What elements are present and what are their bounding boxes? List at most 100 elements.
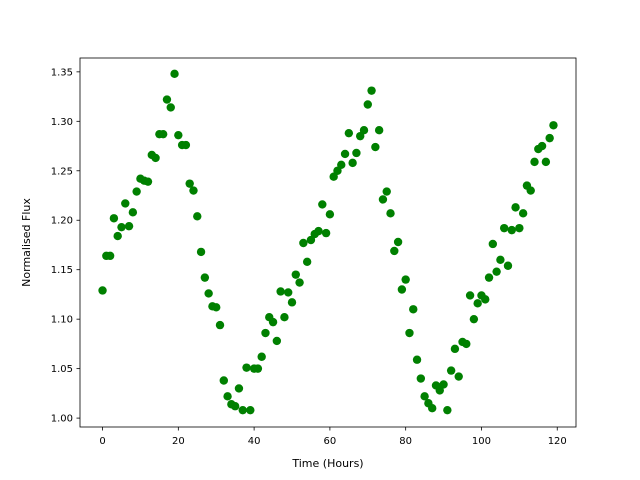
point (314, 226, 323, 236)
point (189, 186, 198, 195)
point (378, 195, 388, 204)
y-tick-label: 1.05 (51, 364, 73, 375)
point (124, 221, 134, 231)
point (257, 352, 266, 361)
point (223, 392, 232, 401)
point (462, 339, 471, 349)
point (515, 223, 524, 233)
x-tick-label: 80 (399, 436, 412, 447)
point (158, 129, 168, 139)
point (537, 141, 547, 151)
point (280, 312, 289, 322)
point (276, 287, 285, 296)
point (367, 86, 376, 95)
point (386, 209, 395, 218)
point (302, 257, 312, 266)
point (128, 208, 138, 217)
point (193, 212, 202, 221)
point (284, 288, 293, 297)
point (409, 305, 418, 314)
point (212, 303, 221, 312)
point (420, 392, 429, 401)
x-tick-label: 20 (172, 436, 185, 447)
point (450, 344, 460, 354)
point (246, 405, 255, 415)
point (321, 228, 331, 238)
point (337, 160, 346, 170)
point (215, 320, 225, 330)
point (511, 203, 520, 212)
point (530, 157, 539, 167)
point (287, 298, 297, 307)
point (181, 140, 191, 150)
y-tick-label: 1.00 (51, 414, 73, 425)
point (242, 363, 251, 372)
point (170, 69, 179, 79)
point (412, 355, 422, 364)
point (272, 336, 282, 346)
point (230, 402, 240, 411)
point (545, 133, 554, 143)
y-tick-label: 1.35 (51, 67, 73, 78)
point (132, 187, 141, 196)
point (492, 267, 501, 276)
point (374, 126, 384, 135)
x-axis-label: Time (Hours) (291, 457, 363, 470)
point (469, 314, 479, 324)
point (196, 247, 206, 257)
point (382, 187, 391, 196)
point (109, 214, 119, 223)
y-tick-label: 1.25 (51, 166, 73, 177)
point (473, 299, 482, 308)
point (219, 376, 228, 385)
point (454, 372, 463, 381)
point (484, 273, 494, 282)
point (318, 200, 327, 209)
y-tick-label: 1.10 (51, 315, 73, 326)
point (299, 238, 308, 248)
point (261, 328, 270, 338)
point (174, 130, 183, 140)
point (488, 239, 498, 249)
point (253, 364, 263, 373)
point (390, 246, 399, 256)
x-tick-label: 100 (472, 436, 491, 447)
point (166, 103, 175, 112)
point (340, 149, 350, 159)
point (465, 291, 475, 300)
point (507, 225, 516, 235)
point (363, 100, 372, 109)
point (98, 286, 107, 295)
point (496, 255, 505, 265)
point (393, 237, 403, 247)
point (268, 317, 278, 327)
point (344, 128, 354, 138)
point (518, 209, 528, 218)
point (105, 251, 115, 261)
point (151, 153, 160, 163)
point (416, 374, 426, 383)
point (359, 126, 369, 135)
point (143, 177, 153, 186)
point (481, 295, 490, 304)
point (291, 270, 300, 279)
point (348, 158, 357, 168)
point (526, 186, 535, 195)
y-tick-label: 1.20 (51, 216, 73, 227)
y-tick-label: 1.15 (51, 265, 73, 276)
point (371, 142, 380, 152)
point (238, 405, 247, 415)
point (439, 380, 448, 389)
point (405, 328, 414, 338)
point (117, 222, 126, 232)
point (401, 275, 410, 284)
x-tick-label: 120 (548, 436, 567, 447)
point (352, 148, 361, 158)
x-tick-label: 60 (324, 436, 337, 447)
point (234, 384, 244, 393)
point (499, 223, 509, 233)
point (185, 179, 194, 188)
point (397, 285, 407, 294)
point (200, 273, 210, 282)
